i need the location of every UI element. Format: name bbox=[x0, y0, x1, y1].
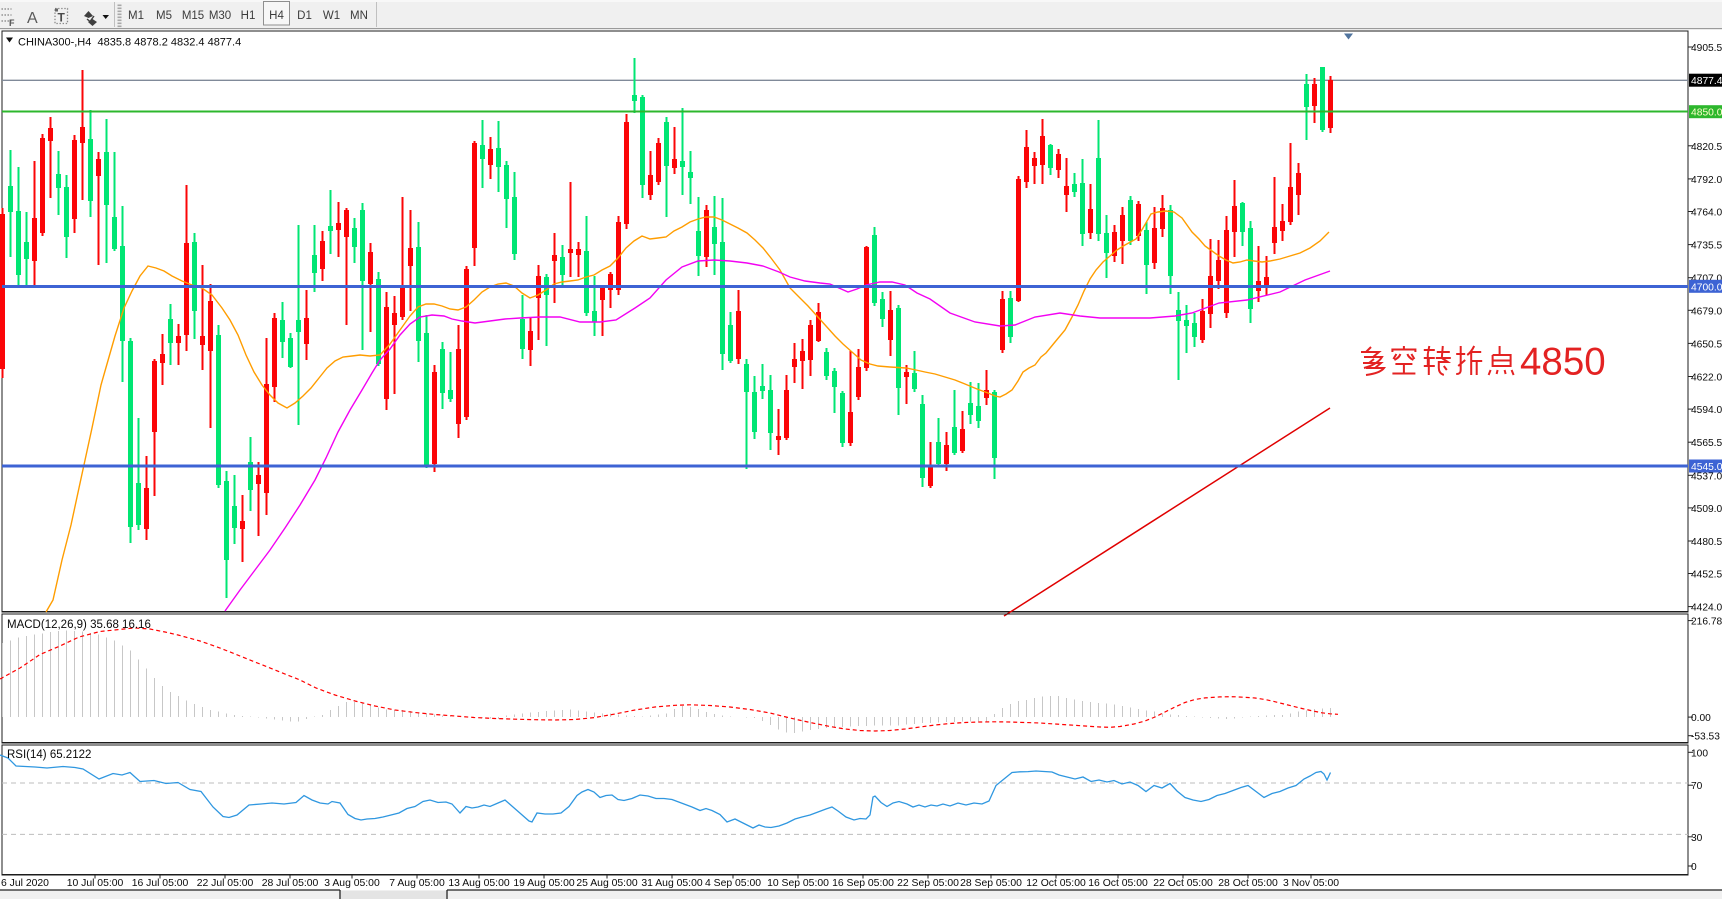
svg-text:6 Jul 2020: 6 Jul 2020 bbox=[1, 878, 49, 889]
svg-text:10 Sep 05:00: 10 Sep 05:00 bbox=[767, 878, 829, 889]
svg-text:19 Aug 05:00: 19 Aug 05:00 bbox=[513, 878, 574, 889]
svg-text:216.78: 216.78 bbox=[1691, 617, 1722, 628]
svg-text:CHINA300-,H4 4835.8 4878.2 48: CHINA300-,H4 4835.8 4878.2 4832.4 4877.4 bbox=[18, 37, 241, 49]
svg-text:MN: MN bbox=[350, 10, 368, 22]
svg-text:-53.53: -53.53 bbox=[1691, 732, 1720, 743]
svg-text:F: F bbox=[9, 18, 15, 28]
svg-text:12 Oct 05:00: 12 Oct 05:00 bbox=[1026, 878, 1086, 889]
svg-text:31 Aug 05:00: 31 Aug 05:00 bbox=[641, 878, 702, 889]
svg-text:4792.0: 4792.0 bbox=[1691, 175, 1722, 186]
svg-text:3 Aug 05:00: 3 Aug 05:00 bbox=[324, 878, 380, 889]
svg-text:M30: M30 bbox=[209, 10, 231, 22]
svg-text:4707.0: 4707.0 bbox=[1691, 274, 1722, 285]
svg-text:MACD(12,26,9) 35.68 16.16: MACD(12,26,9) 35.68 16.16 bbox=[7, 619, 151, 631]
svg-text:10 Jul 05:00: 10 Jul 05:00 bbox=[67, 878, 124, 889]
svg-text:4509.0: 4509.0 bbox=[1691, 504, 1722, 515]
svg-text:M1: M1 bbox=[128, 10, 144, 22]
svg-text:4735.5: 4735.5 bbox=[1691, 241, 1722, 252]
svg-text:100: 100 bbox=[1691, 748, 1708, 759]
svg-text:28 Sep 05:00: 28 Sep 05:00 bbox=[960, 878, 1022, 889]
svg-text:4850: 4850 bbox=[1520, 341, 1606, 384]
svg-text:16 Sep 05:00: 16 Sep 05:00 bbox=[832, 878, 894, 889]
svg-text:0: 0 bbox=[1691, 862, 1697, 873]
svg-text:22 Oct 05:00: 22 Oct 05:00 bbox=[1153, 878, 1213, 889]
svg-text:0.00: 0.00 bbox=[1691, 713, 1711, 724]
svg-text:M5: M5 bbox=[156, 10, 172, 22]
svg-text:4622.0: 4622.0 bbox=[1691, 373, 1722, 384]
svg-text:D1: D1 bbox=[297, 10, 312, 22]
svg-text:4850.0: 4850.0 bbox=[1691, 108, 1722, 119]
svg-text:W1: W1 bbox=[323, 10, 340, 22]
svg-text:T: T bbox=[58, 11, 66, 25]
svg-text:H4: H4 bbox=[269, 10, 284, 22]
svg-text:RSI(14) 65.2122: RSI(14) 65.2122 bbox=[7, 749, 91, 761]
svg-text:4764.0: 4764.0 bbox=[1691, 208, 1722, 219]
svg-text:4424.0: 4424.0 bbox=[1691, 603, 1722, 614]
svg-text:13 Aug 05:00: 13 Aug 05:00 bbox=[448, 878, 509, 889]
svg-text:4594.0: 4594.0 bbox=[1691, 405, 1722, 416]
svg-text:4820.5: 4820.5 bbox=[1691, 142, 1722, 153]
svg-text:4565.5: 4565.5 bbox=[1691, 438, 1722, 449]
svg-text:22 Jul 05:00: 22 Jul 05:00 bbox=[197, 878, 254, 889]
svg-text:16 Jul 05:00: 16 Jul 05:00 bbox=[132, 878, 189, 889]
svg-text:7 Aug 05:00: 7 Aug 05:00 bbox=[389, 878, 445, 889]
svg-text:4877.4: 4877.4 bbox=[1691, 76, 1722, 87]
svg-text:4905.5: 4905.5 bbox=[1691, 43, 1722, 54]
svg-text:M15: M15 bbox=[182, 10, 204, 22]
svg-text:4545.0: 4545.0 bbox=[1691, 462, 1722, 473]
svg-text:4480.5: 4480.5 bbox=[1691, 537, 1722, 548]
svg-text:4650.5: 4650.5 bbox=[1691, 339, 1722, 350]
svg-text:28 Jul 05:00: 28 Jul 05:00 bbox=[262, 878, 319, 889]
svg-text:3 Nov 05:00: 3 Nov 05:00 bbox=[1283, 878, 1339, 889]
svg-text:4679.0: 4679.0 bbox=[1691, 306, 1722, 317]
svg-text:H1: H1 bbox=[241, 10, 256, 22]
svg-text:4 Sep 05:00: 4 Sep 05:00 bbox=[705, 878, 761, 889]
svg-text:25 Aug 05:00: 25 Aug 05:00 bbox=[576, 878, 637, 889]
svg-text:22 Sep 05:00: 22 Sep 05:00 bbox=[897, 878, 959, 889]
svg-text:4700.0: 4700.0 bbox=[1691, 282, 1722, 293]
svg-text:28 Oct 05:00: 28 Oct 05:00 bbox=[1218, 878, 1278, 889]
svg-text:4452.5: 4452.5 bbox=[1691, 570, 1722, 581]
svg-text:16 Oct 05:00: 16 Oct 05:00 bbox=[1088, 878, 1148, 889]
svg-text:30: 30 bbox=[1691, 833, 1703, 844]
svg-text:A: A bbox=[27, 10, 38, 27]
svg-text:4537.0: 4537.0 bbox=[1691, 471, 1722, 482]
svg-text:70: 70 bbox=[1691, 781, 1703, 792]
